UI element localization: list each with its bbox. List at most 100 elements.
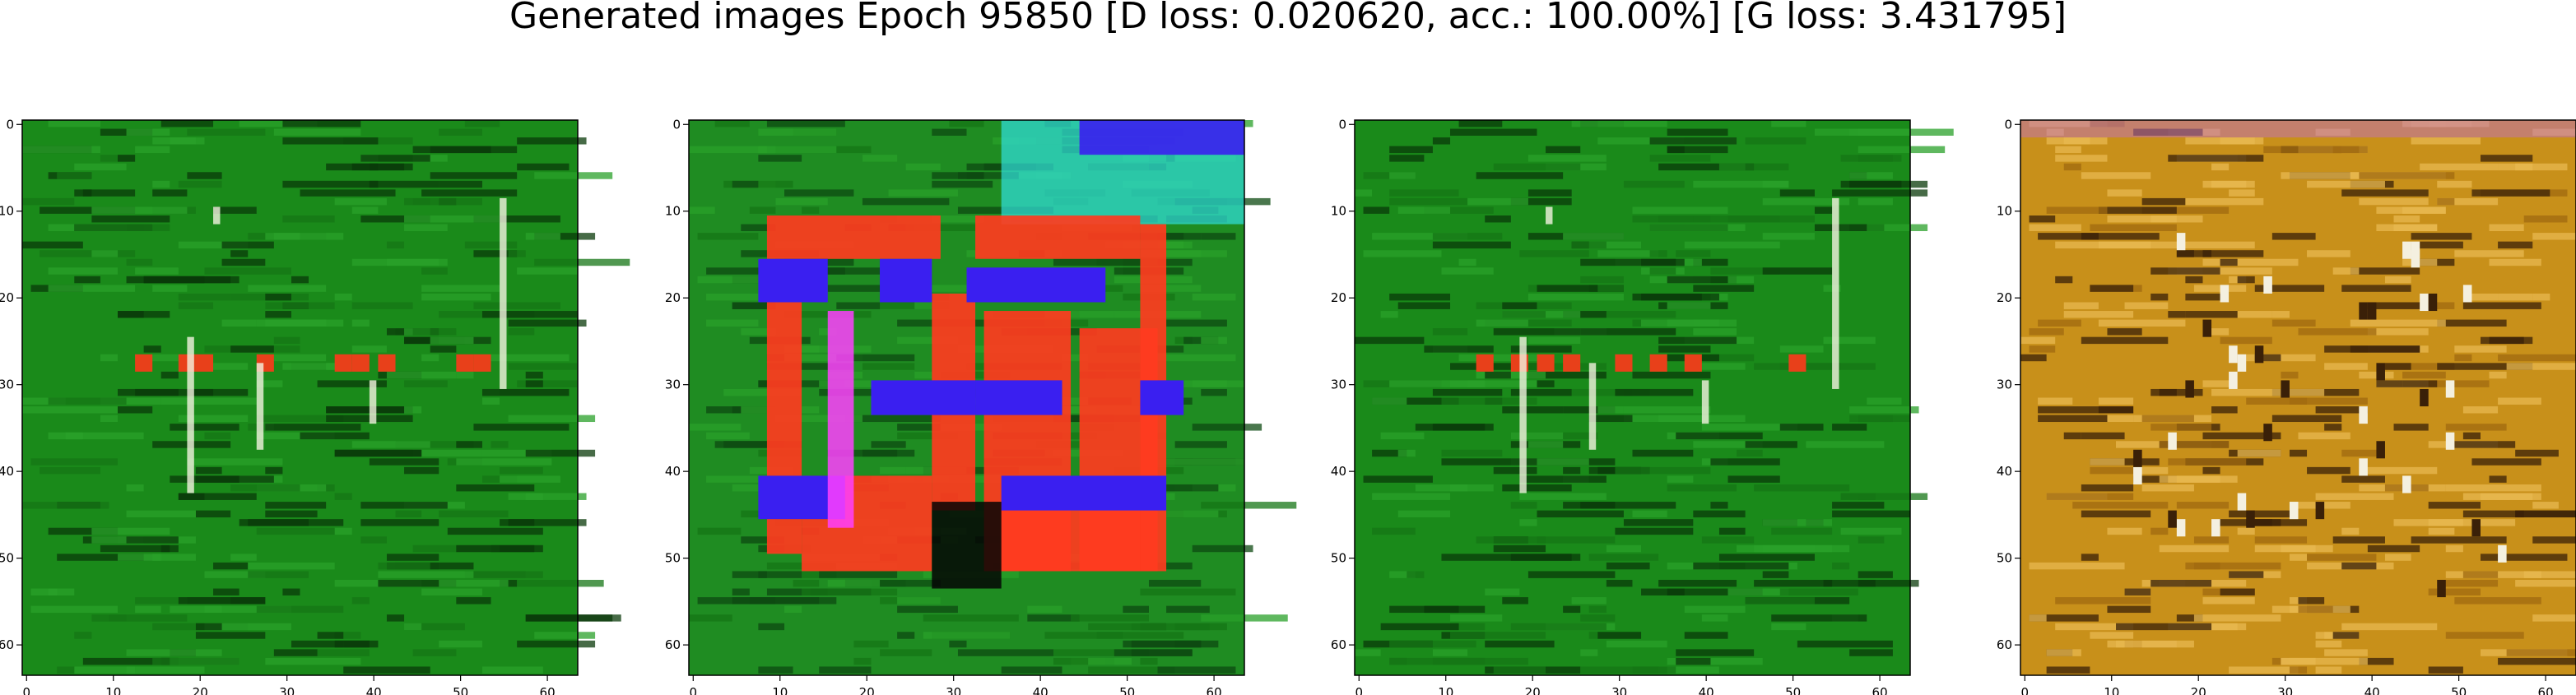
- pixel-streak: [1174, 441, 1227, 448]
- pixel-streak: [2359, 657, 2394, 665]
- pixel-streak: [1814, 206, 1833, 214]
- pixel-detail: [2402, 241, 2411, 259]
- pixel-streak: [2202, 258, 2299, 266]
- pixel-streak: [204, 623, 291, 631]
- pixel-streak: [2038, 233, 2099, 240]
- x-tick-label: 60: [2538, 685, 2554, 695]
- pixel-streak: [351, 302, 413, 309]
- pixel-streak: [1140, 657, 1158, 665]
- pixel-streak: [1737, 449, 1763, 457]
- pixel-streak: [1157, 233, 1202, 240]
- pixel-streak: [1849, 415, 1893, 423]
- pixel-streak: [897, 597, 941, 605]
- image-panel-4: 0 10 20 30 40 50 60 0 10 20 30 40 50 60: [1997, 117, 2576, 695]
- image-panel-2: 0 10 20 30 40 50 60 0 10 20 30 40 50 60: [665, 117, 1297, 695]
- pixel-streak: [2081, 336, 2169, 345]
- pixel-streak: [2168, 475, 2220, 483]
- pixel-streak: [1693, 215, 1780, 223]
- pixel-streak: [1676, 250, 1711, 257]
- pixel-streak: [1667, 146, 1685, 154]
- pixel-streak: [456, 484, 535, 492]
- x-tick-label: 40: [1699, 685, 1714, 695]
- pixel-streak: [230, 554, 257, 561]
- pixel-streak: [2107, 189, 2142, 197]
- pixel-streak: [1684, 363, 1746, 370]
- pixel-streak: [2055, 276, 2073, 284]
- pixel-streak: [1201, 336, 1227, 345]
- pixel-streak: [1389, 172, 1416, 179]
- pixel-streak: [2350, 345, 2420, 353]
- pixel-streak: [152, 180, 170, 188]
- pixel-streak: [880, 649, 932, 656]
- pixel-streak: [40, 250, 136, 257]
- pixel-streak: [525, 449, 596, 457]
- pixel-streak: [48, 285, 136, 292]
- pixel-streak: [1201, 233, 1236, 240]
- pixel-streak: [1649, 250, 1667, 257]
- pixel-streak: [152, 189, 188, 197]
- pixel-streak: [534, 172, 613, 179]
- image-panel-1: 0 10 20 30 40 50 60 0 10 20 30 40 50 60: [0, 117, 630, 695]
- pixel-streak: [749, 206, 776, 214]
- pixel-streak: [1389, 293, 1451, 301]
- x-tick-label: 10: [105, 685, 121, 695]
- pixel-white: [1701, 380, 1709, 424]
- pixel-streak: [1580, 614, 1616, 622]
- pixel-streak: [880, 466, 906, 475]
- pixel-streak: [204, 267, 291, 275]
- x-tick-label: 30: [2277, 685, 2293, 695]
- pixel-streak: [2324, 649, 2368, 656]
- pixel-streak: [1450, 623, 1486, 631]
- pixel-streak: [1667, 302, 1711, 309]
- pixel-streak: [1355, 189, 1373, 197]
- pixel-streak: [256, 380, 283, 387]
- pixel-streak: [2081, 484, 2134, 492]
- pixel-streak: [2437, 579, 2499, 587]
- pixel-streak: [2445, 424, 2507, 431]
- pixel-streak: [2532, 293, 2550, 301]
- pixel-streak: [1701, 614, 1728, 622]
- pixel-streak: [265, 311, 291, 318]
- pixel-streak: [1849, 180, 1928, 188]
- pixel-streak: [1510, 458, 1589, 466]
- pixel-streak: [923, 632, 1011, 639]
- pixel-detail: [2289, 502, 2299, 520]
- pixel-streak: [689, 146, 767, 154]
- pixel-streak: [317, 632, 344, 639]
- pixel-streak: [1823, 336, 1876, 345]
- pixel-streak: [1571, 597, 1607, 605]
- pixel-streak: [421, 293, 491, 301]
- pixel-streak: [91, 614, 188, 622]
- pixel-streak: [1658, 336, 1737, 345]
- pixel-streak: [2298, 328, 2377, 336]
- pixel-streak: [1527, 293, 1624, 301]
- pixel-streak: [2185, 562, 2281, 570]
- pixel-streak: [2498, 163, 2568, 171]
- pixel-streak: [819, 571, 898, 578]
- pixel-streak: [2315, 406, 2368, 414]
- pixel-streak: [135, 354, 214, 362]
- pixel-streak: [2038, 319, 2081, 327]
- pixel-red: [351, 354, 370, 372]
- pixel-streak: [784, 189, 854, 197]
- pixel-streak: [265, 354, 327, 362]
- pixel-streak: [1606, 544, 1642, 553]
- pixel-streak: [118, 311, 170, 318]
- pixel-streak: [1762, 571, 1789, 578]
- pixel-streak: [1658, 666, 1719, 674]
- y-tick-label: 0: [2004, 117, 2012, 132]
- pixel-streak: [421, 354, 439, 362]
- pixel-detail: [2263, 424, 2272, 442]
- pixel-streak: [1389, 640, 1476, 648]
- pixel-streak: [1502, 311, 1546, 318]
- pixel-streak: [439, 180, 482, 188]
- pixel-streak: [1563, 466, 1581, 475]
- pixel-streak: [2411, 233, 2472, 240]
- pixel-streak: [126, 666, 205, 674]
- pixel-streak: [178, 302, 214, 309]
- pixel-streak: [1840, 155, 1893, 162]
- pixel-streak: [1546, 146, 1581, 154]
- pixel-streak: [1441, 267, 1494, 275]
- y-tick-label: 60: [0, 637, 14, 652]
- pixel-blue: [758, 258, 828, 303]
